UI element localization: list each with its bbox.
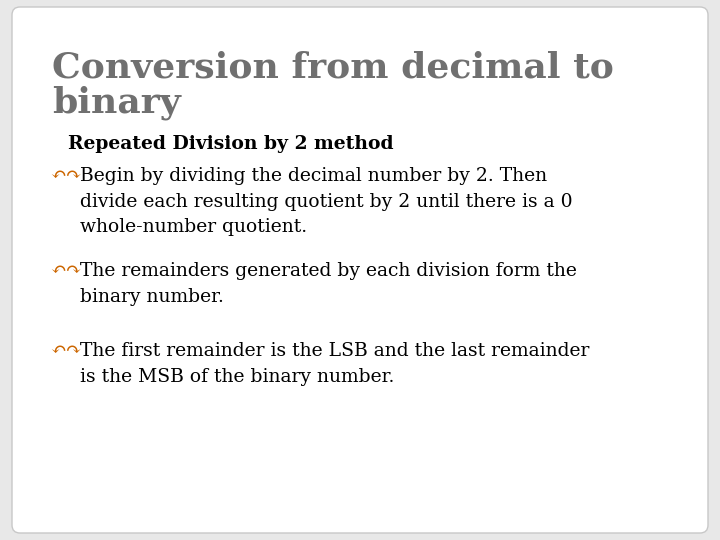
- Text: The first remainder is the LSB and the last remainder
is the MSB of the binary n: The first remainder is the LSB and the l…: [80, 342, 590, 386]
- Text: Repeated Division by 2 method: Repeated Division by 2 method: [68, 135, 394, 153]
- Text: ↶↷: ↶↷: [50, 262, 81, 280]
- FancyBboxPatch shape: [12, 7, 708, 533]
- Text: binary: binary: [52, 85, 181, 119]
- Text: ↶↷: ↶↷: [50, 167, 81, 185]
- Text: Begin by dividing the decimal number by 2. Then
divide each resulting quotient b: Begin by dividing the decimal number by …: [80, 167, 572, 237]
- Text: The remainders generated by each division form the
binary number.: The remainders generated by each divisio…: [80, 262, 577, 306]
- Text: ↶↷: ↶↷: [50, 342, 81, 360]
- Text: Conversion from decimal to: Conversion from decimal to: [52, 50, 614, 84]
